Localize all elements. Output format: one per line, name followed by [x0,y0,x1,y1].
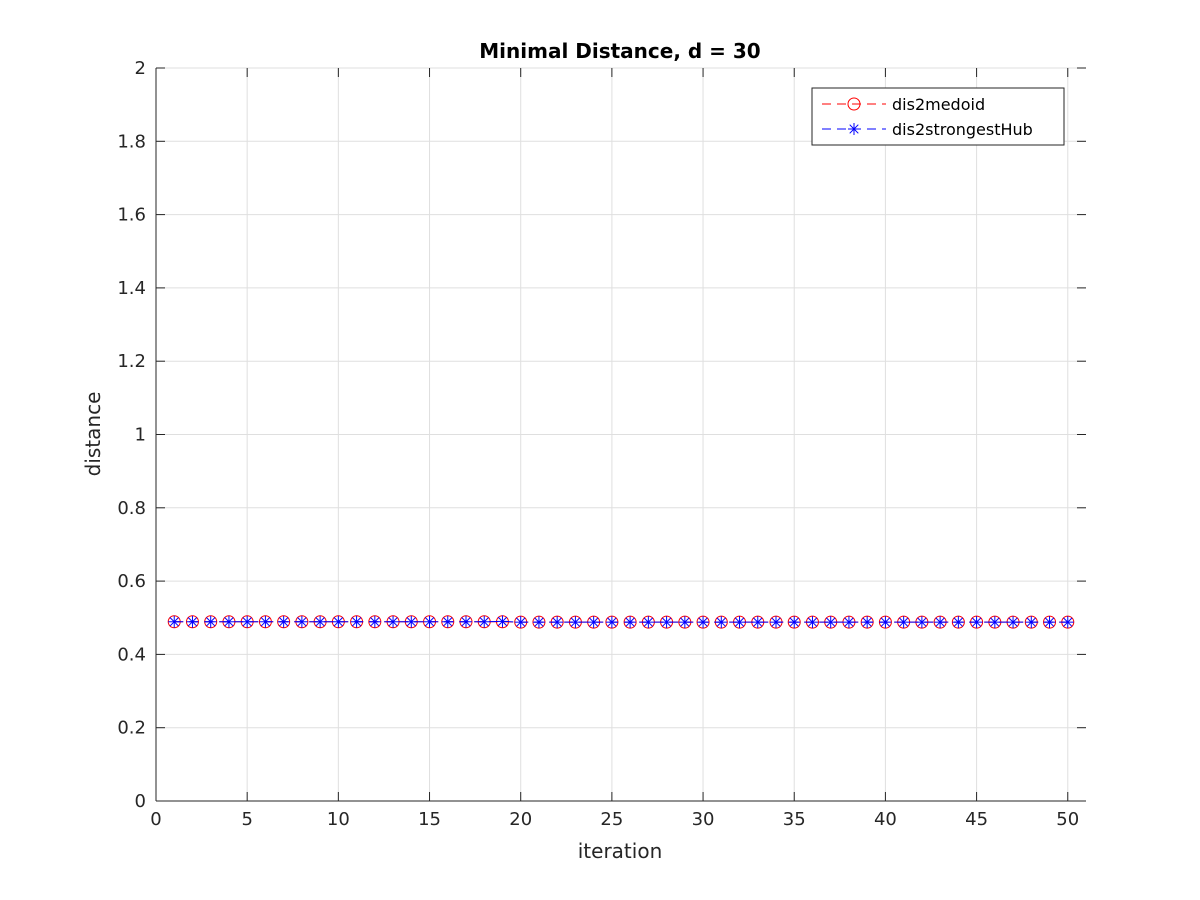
data-point-dis2strongestHub [1061,616,1074,629]
y-tick-label: 0.6 [117,571,146,592]
x-tick-label: 45 [965,809,988,830]
legend-label: dis2medoid [892,95,985,114]
x-tick-label: 10 [327,809,350,830]
data-point-dis2strongestHub [241,615,254,628]
x-tick-label: 20 [509,809,532,830]
data-point-dis2strongestHub [350,615,363,628]
chart-title: Minimal Distance, d = 30 [479,39,760,63]
data-point-dis2strongestHub [624,616,637,629]
data-point-dis2strongestHub [186,615,199,628]
grid [155,67,1086,802]
data-point-dis2strongestHub [824,616,837,629]
y-tick-label: 2 [135,58,146,79]
data-point-dis2strongestHub [934,616,947,629]
x-tick-label: 25 [600,809,623,830]
data-point-dis2strongestHub [642,616,655,629]
y-tick-label: 1 [135,425,146,446]
data-point-dis2strongestHub [332,615,345,628]
data-point-dis2strongestHub [587,616,600,629]
data-point-dis2strongestHub [314,615,327,628]
x-tick-label: 35 [783,809,806,830]
data-point-dis2strongestHub [733,616,746,629]
legend-entry: dis2strongestHub [822,120,1033,139]
data-point-dis2strongestHub [496,615,509,628]
data-point-dis2strongestHub [861,616,874,629]
data-point-dis2strongestHub [697,616,710,629]
data-point-dis2strongestHub [715,616,728,629]
x-axis-label: iteration [578,839,663,863]
x-tick-label: 15 [418,809,441,830]
data-point-dis2strongestHub [514,616,527,629]
legend-marker [847,97,861,111]
data-point-dis2strongestHub [478,615,491,628]
data-point-dis2strongestHub [970,616,983,629]
y-tick-label: 0 [135,791,146,812]
series-layer [167,615,1075,629]
data-point-dis2strongestHub [277,615,290,628]
x-tick-label: 0 [150,809,161,830]
y-tick-label: 0.4 [117,644,146,665]
data-point-dis2strongestHub [952,616,965,629]
data-point-dis2strongestHub [605,616,618,629]
data-point-dis2strongestHub [751,616,764,629]
data-point-dis2strongestHub [551,616,564,629]
data-point-dis2strongestHub [879,616,892,629]
data-point-dis2strongestHub [387,615,400,628]
data-point-dis2strongestHub [1007,616,1020,629]
data-point-dis2strongestHub [770,616,782,629]
legend-entry: dis2medoid [822,95,985,114]
data-point-dis2strongestHub [897,616,910,629]
data-point-dis2strongestHub [1043,616,1056,629]
x-tick-label: 30 [692,809,715,830]
legend: dis2medoid dis2strongestHub [811,87,1065,146]
tick-labels: 0 5 10 15 20 25 30 35 40 45 50 0 0.2 0.4 0.6 0.8 1 1.2 1.4… [117,58,1079,830]
x-tick-label: 40 [874,809,897,830]
data-point-dis2strongestHub [660,616,673,629]
axes [155,67,1086,802]
data-point-dis2strongestHub [259,615,272,628]
data-point-dis2strongestHub [569,616,582,629]
y-tick-label: 0.8 [117,498,146,519]
data-point-dis2strongestHub [532,616,545,629]
x-tick-label: 5 [241,809,252,830]
data-point-dis2strongestHub [405,615,418,628]
y-tick-label: 1.2 [117,351,146,372]
y-tick-label: 1.4 [117,278,146,299]
y-tick-label: 0.2 [117,718,146,739]
data-point-dis2strongestHub [988,616,1001,629]
data-point-dis2strongestHub [1025,616,1038,629]
data-point-dis2strongestHub [368,615,381,628]
data-point-dis2strongestHub [441,615,454,628]
data-point-dis2strongestHub [423,615,436,628]
legend-marker [848,123,860,135]
data-point-dis2strongestHub [295,615,308,628]
y-tick-label: 1.6 [117,205,146,226]
data-point-dis2strongestHub [806,616,819,629]
data-point-dis2strongestHub [168,615,181,628]
y-tick-label: 1.8 [117,131,146,152]
data-point-dis2strongestHub [222,615,235,628]
data-point-dis2strongestHub [204,615,217,628]
legend-label: dis2strongestHub [892,120,1033,139]
x-tick-label: 50 [1056,809,1079,830]
data-point-dis2strongestHub [460,615,472,628]
data-point-dis2strongestHub [678,616,691,629]
data-point-dis2strongestHub [915,616,928,629]
y-axis-label: distance [81,392,105,477]
data-point-dis2strongestHub [788,616,801,629]
data-point-dis2strongestHub [842,616,855,629]
